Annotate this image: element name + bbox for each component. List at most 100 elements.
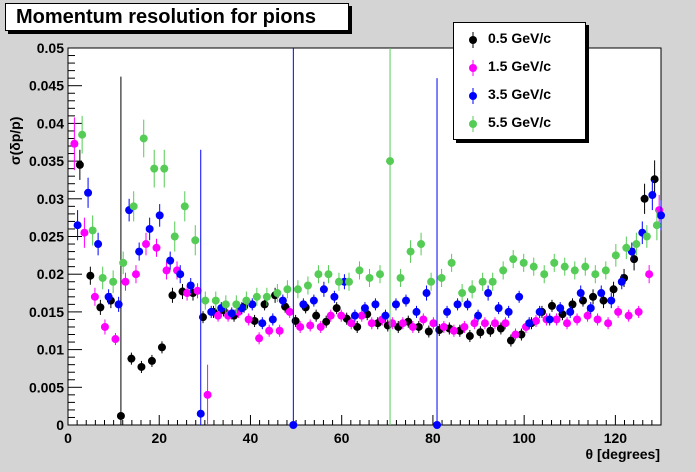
data-point	[326, 311, 335, 320]
data-point	[201, 296, 210, 305]
data-point	[265, 326, 274, 335]
legend-label: 5.5 GeV/c	[488, 114, 552, 130]
data-point	[334, 277, 343, 286]
data-point	[166, 256, 175, 265]
data-point	[632, 240, 641, 249]
data-point	[214, 311, 223, 320]
data-point	[414, 322, 423, 331]
data-point	[652, 221, 661, 230]
data-point	[293, 285, 302, 294]
data-point	[519, 258, 528, 267]
data-point	[183, 289, 192, 298]
data-point	[563, 319, 572, 328]
x-tick-label: 100	[512, 430, 536, 446]
data-point	[199, 313, 208, 322]
data-point	[258, 319, 267, 328]
data-point	[80, 228, 89, 237]
data-point	[611, 251, 620, 260]
data-point	[330, 292, 339, 301]
data-point	[186, 281, 195, 290]
data-point	[447, 258, 456, 267]
x-tick-label: 40	[243, 430, 259, 446]
data-point	[437, 273, 446, 282]
data-point	[391, 300, 400, 309]
data-point	[556, 304, 565, 313]
data-point	[127, 354, 136, 363]
data-point	[381, 311, 390, 320]
data-point	[532, 316, 541, 325]
data-point	[119, 258, 128, 267]
data-point	[406, 247, 415, 256]
data-point	[273, 289, 282, 298]
data-point	[427, 277, 436, 286]
data-point	[299, 300, 308, 309]
data-point	[433, 421, 442, 429]
data-point	[388, 319, 397, 328]
data-point	[347, 319, 356, 328]
data-point	[283, 285, 292, 294]
data-point	[90, 292, 99, 301]
data-point	[642, 232, 651, 241]
data-point	[583, 311, 592, 320]
legend: 0.5 GeV/c 1.5 GeV/c 3.5 GeV/c 5.5 GeV/c	[453, 22, 586, 140]
data-point	[337, 311, 346, 320]
data-point	[367, 319, 376, 328]
data-point	[360, 304, 369, 313]
legend-marker-dot	[469, 64, 477, 72]
data-point	[353, 322, 362, 331]
data-point	[486, 326, 495, 335]
chart-title-box: Momentum resolution for pions	[5, 3, 349, 31]
data-point	[591, 270, 600, 279]
data-point	[196, 409, 205, 418]
data-point	[640, 194, 649, 203]
data-point	[78, 130, 87, 139]
data-point	[630, 255, 639, 264]
x-tick-label: 0	[64, 430, 72, 446]
data-point	[180, 202, 189, 211]
data-point	[614, 307, 623, 316]
data-point	[547, 301, 556, 310]
data-point	[604, 319, 613, 328]
data-point	[511, 330, 520, 339]
data-point	[535, 307, 544, 316]
data-point	[586, 304, 595, 313]
y-tick-label: 0.05	[37, 40, 64, 56]
data-point	[499, 266, 508, 275]
data-point	[255, 334, 264, 343]
data-point	[176, 270, 185, 279]
data-point	[540, 270, 549, 279]
data-point	[94, 240, 103, 249]
data-point	[645, 270, 654, 279]
data-point	[589, 292, 598, 301]
data-point	[398, 319, 407, 328]
data-point	[207, 307, 216, 316]
data-point	[289, 421, 298, 429]
legend-label: 3.5 GeV/c	[488, 86, 552, 102]
legend-marker	[469, 88, 477, 104]
data-point	[443, 307, 452, 316]
data-point	[488, 277, 497, 286]
data-point	[314, 270, 323, 279]
data-point	[648, 191, 657, 200]
data-point	[303, 281, 312, 290]
data-point	[227, 309, 236, 318]
data-point	[550, 258, 559, 267]
data-point	[470, 319, 479, 328]
data-point	[312, 311, 321, 320]
legend-marker	[469, 60, 477, 76]
data-point	[402, 296, 411, 305]
data-point	[296, 322, 305, 331]
data-point	[560, 262, 569, 271]
data-point	[137, 362, 146, 371]
data-point	[262, 292, 271, 301]
data-point	[84, 188, 93, 197]
legend-entry: 0.5 GeV/c	[454, 27, 585, 53]
x-tick-label: 20	[151, 430, 167, 446]
series-3	[78, 48, 661, 425]
data-point	[98, 273, 107, 282]
legend-entry: 5.5 GeV/c	[454, 111, 585, 137]
data-point	[131, 270, 140, 279]
data-point	[147, 356, 156, 365]
data-point	[193, 286, 202, 295]
data-point	[463, 300, 472, 309]
